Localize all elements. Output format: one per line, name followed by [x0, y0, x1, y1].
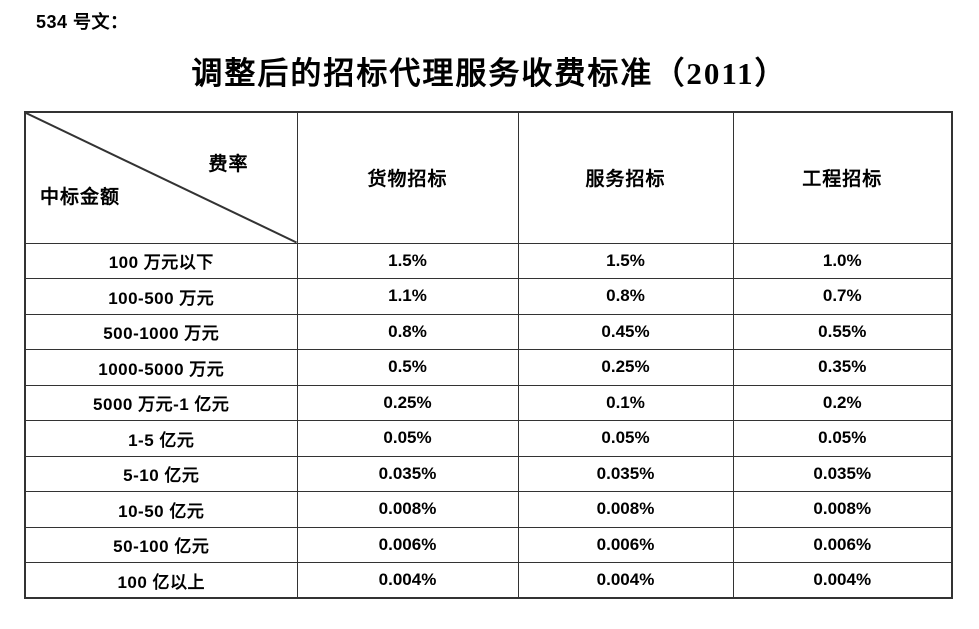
corner-header-cell: 费率 中标金额	[24, 111, 298, 244]
fee-cell: 1.1%	[296, 278, 519, 315]
table-row: 100 亿以上 0.004% 0.004% 0.004%	[24, 562, 953, 599]
fee-cell: 0.05%	[296, 420, 519, 457]
row-label: 5-10 亿元	[24, 455, 298, 492]
fee-cell: 1.0%	[732, 242, 953, 279]
fee-cell: 0.55%	[732, 313, 953, 350]
diagonal-divider-line	[26, 113, 297, 243]
fee-cell: 0.35%	[732, 349, 953, 386]
fee-cell: 0.5%	[296, 349, 519, 386]
fee-cell: 0.004%	[732, 562, 953, 599]
fee-cell: 0.05%	[517, 420, 734, 457]
row-label: 500-1000 万元	[24, 313, 298, 350]
fee-cell: 0.035%	[732, 455, 953, 492]
column-header-services: 服务招标	[517, 111, 734, 244]
fee-rate-table: 费率 中标金额 货物招标 服务招标 工程招标 100 万元以下 1.5% 1.5…	[24, 111, 953, 599]
fee-cell: 0.004%	[296, 562, 519, 599]
fee-cell: 0.7%	[732, 278, 953, 315]
fee-cell: 0.035%	[517, 455, 734, 492]
table-row: 500-1000 万元 0.8% 0.45% 0.55%	[24, 313, 953, 350]
fee-cell: 0.45%	[517, 313, 734, 350]
row-label: 5000 万元-1 亿元	[24, 384, 298, 421]
table-row: 100 万元以下 1.5% 1.5% 1.0%	[24, 242, 953, 279]
column-header-engineering: 工程招标	[732, 111, 953, 244]
corner-label-rate: 费率	[208, 154, 249, 175]
fee-cell: 0.006%	[296, 526, 519, 563]
table-row: 5-10 亿元 0.035% 0.035% 0.035%	[24, 455, 953, 492]
fee-cell: 0.25%	[296, 384, 519, 421]
row-label: 50-100 亿元	[24, 526, 298, 563]
row-label: 100 亿以上	[24, 562, 298, 599]
fee-cell: 1.5%	[517, 242, 734, 279]
row-label: 100 万元以下	[24, 242, 298, 279]
fee-cell: 0.008%	[517, 491, 734, 528]
table-header-row: 费率 中标金额 货物招标 服务招标 工程招标	[24, 111, 953, 244]
page-title: 调整后的招标代理服务收费标准（2011）	[191, 56, 788, 91]
fee-cell: 0.8%	[296, 313, 519, 350]
fee-cell: 0.2%	[732, 384, 953, 421]
fee-cell: 0.05%	[732, 420, 953, 457]
table-row: 1-5 亿元 0.05% 0.05% 0.05%	[24, 420, 953, 457]
fee-cell: 0.008%	[296, 491, 519, 528]
corner-label-bid-amount: 中标金额	[40, 186, 121, 208]
fee-cell: 0.25%	[517, 349, 734, 386]
row-label: 1-5 亿元	[24, 420, 298, 457]
fee-cell: 0.006%	[732, 526, 953, 563]
fee-cell: 0.035%	[296, 455, 519, 492]
fee-cell: 0.006%	[517, 526, 734, 563]
fee-cell: 0.1%	[517, 384, 734, 421]
fee-cell: 1.5%	[296, 242, 519, 279]
table-row: 5000 万元-1 亿元 0.25% 0.1% 0.2%	[24, 384, 953, 421]
fee-cell: 0.004%	[517, 562, 734, 599]
table-row: 100-500 万元 1.1% 0.8% 0.7%	[24, 278, 953, 315]
fee-cell: 0.8%	[517, 278, 734, 315]
row-label: 100-500 万元	[24, 278, 298, 315]
doc-number-label: 534 号文：	[36, 12, 129, 32]
table-row: 10-50 亿元 0.008% 0.008% 0.008%	[24, 491, 953, 528]
column-header-goods: 货物招标	[296, 111, 519, 244]
table-row: 1000-5000 万元 0.5% 0.25% 0.35%	[24, 349, 953, 386]
row-label: 1000-5000 万元	[24, 349, 298, 386]
fee-cell: 0.008%	[732, 491, 953, 528]
table-row: 50-100 亿元 0.006% 0.006% 0.006%	[24, 526, 953, 563]
row-label: 10-50 亿元	[24, 491, 298, 528]
